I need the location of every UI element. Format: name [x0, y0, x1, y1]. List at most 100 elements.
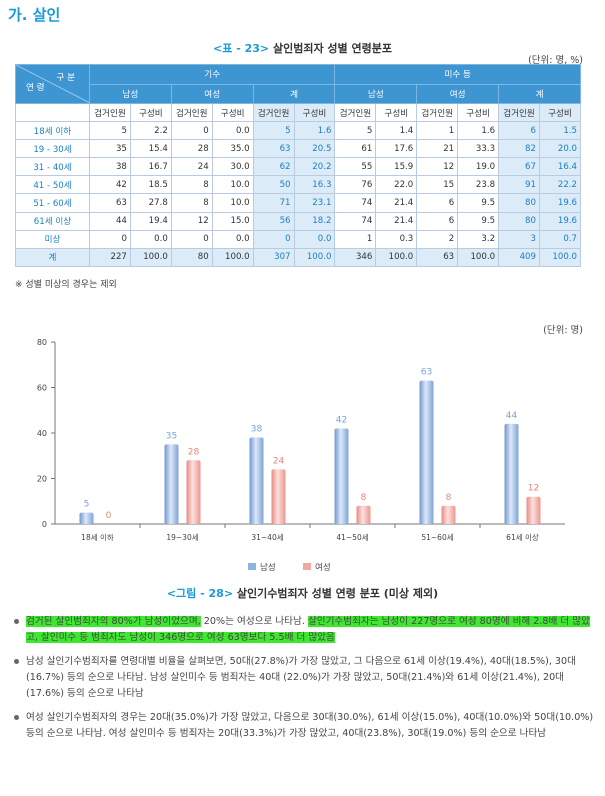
table-cell: 80 [498, 211, 540, 231]
table-cell: 50 [252, 175, 295, 195]
data-label-male: 38 [251, 425, 263, 435]
table-cell: 1 [416, 121, 459, 141]
x-tick-label: 61세 이상 [506, 532, 539, 542]
sub-header-female: 여성 [416, 83, 500, 104]
y-tick-label: 80 [37, 338, 47, 347]
table-cell: 16.4 [538, 157, 582, 177]
table-cell: 0.0 [211, 229, 254, 249]
table-cell: 15 [416, 175, 459, 195]
table-cell: 12 [416, 157, 459, 177]
table-cell: 42 [89, 175, 131, 195]
sub-header-total: 계 [252, 83, 336, 104]
section-title: 가. 살인 [8, 6, 61, 24]
sub-header-total: 계 [498, 83, 581, 104]
table-cell: 12 [170, 211, 213, 231]
table-cell: 10.0 [211, 193, 254, 213]
bullet-item: 검거된 살인범죄자의 80%가 남성이었으며, 20%는 여성으로 나타남. 살… [12, 614, 597, 646]
y-tick-label: 60 [37, 384, 47, 393]
row-label: 31 - 40세 [15, 157, 90, 177]
legend-swatch-male [248, 563, 256, 570]
table-cell: 1.6 [457, 121, 500, 141]
data-label-male: 63 [421, 368, 432, 378]
x-tick-label: 31~40세 [251, 533, 283, 542]
table-cell: 5 [252, 121, 295, 141]
table-cell: 21.4 [375, 193, 418, 213]
corner-bottom-label: 연 령 [26, 83, 45, 93]
table-cell: 0.0 [211, 121, 254, 141]
table-cell: 63 [252, 139, 295, 159]
table-cell: 100.0 [538, 247, 582, 267]
table-cell: 35.0 [211, 139, 254, 159]
table-cell: 100.0 [129, 247, 172, 267]
table-cell: 67 [498, 157, 540, 177]
blank-header-cell [15, 102, 90, 123]
table-cell: 3 [498, 229, 540, 249]
table-cell: 38 [89, 157, 131, 177]
table-caption-text: 살인범죄자 성별 연령분포 [272, 42, 392, 55]
table-cell: 0 [89, 229, 131, 249]
table-cell: 18.2 [293, 211, 336, 231]
table-cell: 16.3 [293, 175, 336, 195]
bar-male [164, 444, 179, 524]
table-caption-number: <표 - 23> [213, 42, 270, 55]
table-cell: 15.4 [129, 139, 172, 159]
table-cell: 8 [170, 175, 213, 195]
table-cell: 20.5 [293, 139, 336, 159]
table-cell: 15.9 [375, 157, 418, 177]
bullet-text: 20%는 여성으로 나타남. [200, 616, 308, 627]
bullet-item: 남성 살인기수범죄자를 연령대별 비율을 살펴보면, 50대(27.8%)가 가… [12, 654, 597, 702]
sub-header-male: 남성 [334, 83, 418, 104]
bar-male [79, 512, 94, 524]
table-cell: 19.6 [538, 193, 582, 213]
column-header-ratio: 구성비 [293, 102, 336, 123]
table-cell: 19.6 [538, 211, 582, 231]
legend-label-female: 여성 [315, 562, 331, 573]
table-cell: 9.5 [457, 211, 500, 231]
legend-label-male: 남성 [260, 563, 276, 573]
column-header-ratio: 구성비 [211, 102, 254, 123]
table-cell: 20.0 [538, 139, 582, 159]
table-cell: 0.0 [293, 229, 336, 249]
row-label: 미상 [15, 229, 90, 249]
table-cell: 22.0 [375, 175, 418, 195]
table-cell: 23.1 [293, 193, 336, 213]
table-cell: 22.2 [538, 175, 582, 195]
data-label-female: 8 [446, 493, 452, 503]
sub-header-male: 남성 [89, 83, 172, 104]
column-header-ratio: 구성비 [538, 102, 582, 123]
table-note: ※ 성별 미상의 경우는 제외 [15, 280, 117, 290]
x-tick-label: 19~30세 [166, 533, 198, 542]
table-cell: 19.4 [129, 211, 172, 231]
table-cell: 6 [416, 211, 459, 231]
table-unit: (단위: 명, %) [528, 55, 583, 66]
table-cell: 18.5 [129, 175, 172, 195]
table-corner-header: 구 분 연 령 [15, 64, 90, 104]
table-cell: 2 [416, 229, 459, 249]
table-cell: 74 [334, 193, 377, 213]
table-cell: 227 [89, 247, 131, 267]
legend-swatch-female [303, 563, 311, 570]
row-label: 61세 이상 [15, 211, 90, 231]
table-cell: 0 [170, 121, 213, 141]
table-cell: 55 [334, 157, 377, 177]
table-cell: 35 [89, 139, 131, 159]
data-label-female: 12 [528, 484, 539, 494]
row-label: 계 [15, 247, 90, 267]
table-cell: 30.0 [211, 157, 254, 177]
table-cell: 19.0 [457, 157, 500, 177]
table-cell: 56 [252, 211, 295, 231]
table-cell: 2.2 [129, 121, 172, 141]
corner-diagonal [16, 65, 89, 103]
x-tick-label: 51~60세 [421, 533, 453, 542]
column-header-count: 검거인원 [170, 102, 213, 123]
table-row: 18세 이하 5 2.2 0 0.0 5 1.6 5 1.4 1 1.6 6 1.5 [15, 121, 582, 141]
column-header-count: 검거인원 [334, 102, 377, 123]
data-label-male: 5 [84, 500, 90, 510]
table-cell: 24 [170, 157, 213, 177]
table-cell: 44 [89, 211, 131, 231]
bar-female [186, 460, 201, 524]
table-cell: 0.0 [129, 229, 172, 249]
table-cell: 17.6 [375, 139, 418, 159]
bar-female [441, 505, 456, 524]
column-header-ratio: 구성비 [129, 102, 172, 123]
